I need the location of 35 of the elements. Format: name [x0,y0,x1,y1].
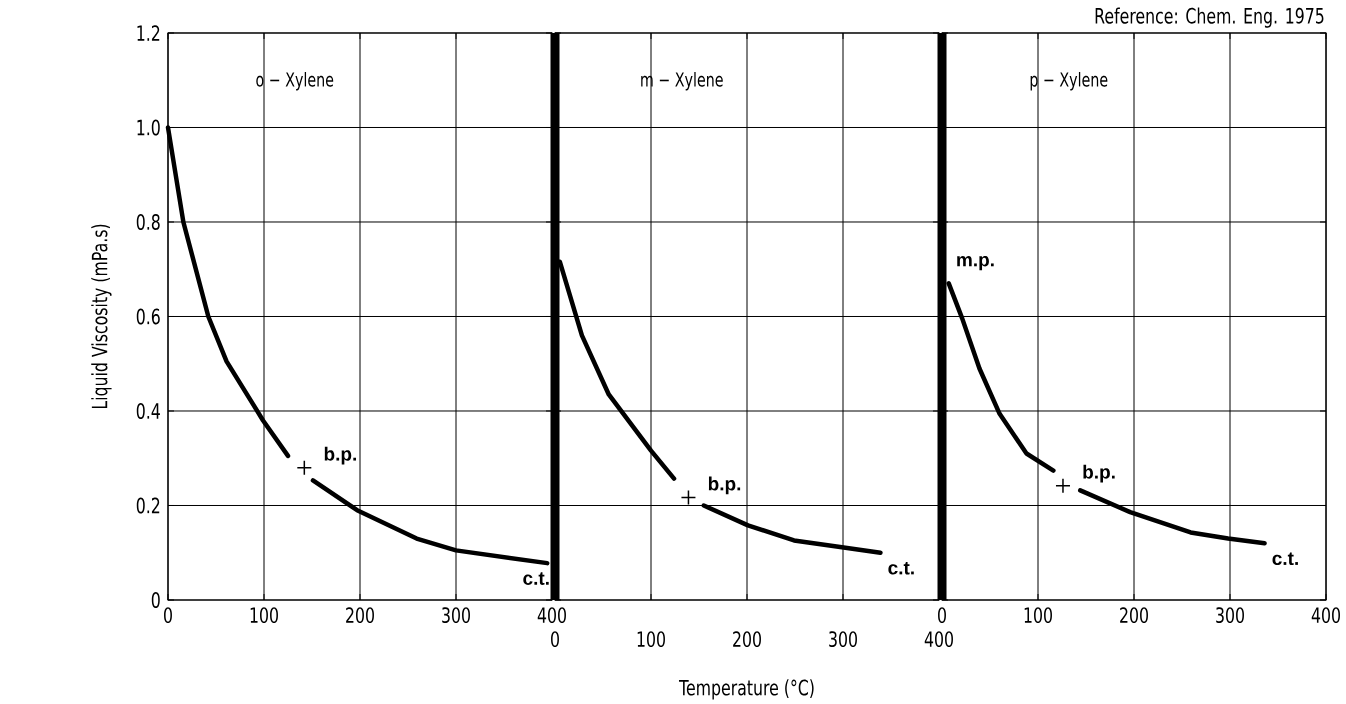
y-axis-title: Liquid Viscosity (mPa.s) [91,224,112,409]
x-tick-label: 0 [938,607,946,624]
x-tick-label: 0 [551,631,559,648]
x-tick-label: 100 [637,631,665,648]
y-tick-label: 0 [151,592,160,608]
x-tick-label: 400 [1311,607,1340,624]
annotation: m.p. [957,256,994,271]
x-tick-label: 100 [250,607,278,624]
annotation: c.t. [888,561,914,575]
text: p − Xylene [1030,72,1108,91]
x-tick-label: 300 [442,607,470,624]
y-tick-label: 1.0 [137,119,160,136]
y-tick-label: 0.2 [136,497,160,514]
annotation: c.t. [1272,552,1298,566]
annotation: b.p. [1083,464,1115,483]
x-tick-label: 200 [1120,607,1148,624]
y-tick-label: 1.2 [137,25,160,41]
annotation: b.p. [324,446,356,465]
x-tick-label: 300 [1216,607,1244,624]
y-tick-label: 0.6 [136,308,160,325]
text: Reference: Chem. Eng. 1975 [1095,7,1324,28]
x-tick-label: 400 [924,631,953,648]
x-tick-label: 200 [733,631,761,648]
x-axis-title: Temperature (°C) [678,679,814,700]
x-tick-label: 400 [537,607,566,624]
x-tick-label: 0 [164,607,172,624]
x-tick-label: 200 [346,607,374,624]
text: o − Xylene [256,72,334,91]
y-tick-label: 0.8 [136,214,160,230]
x-tick-label: 100 [1024,607,1052,624]
text: m − Xylene [641,72,723,91]
annotation: c.t. [523,572,549,585]
y-tick-label: 0.4 [136,403,160,419]
annotation: b.p. [708,476,741,495]
x-tick-label: 300 [829,631,857,648]
